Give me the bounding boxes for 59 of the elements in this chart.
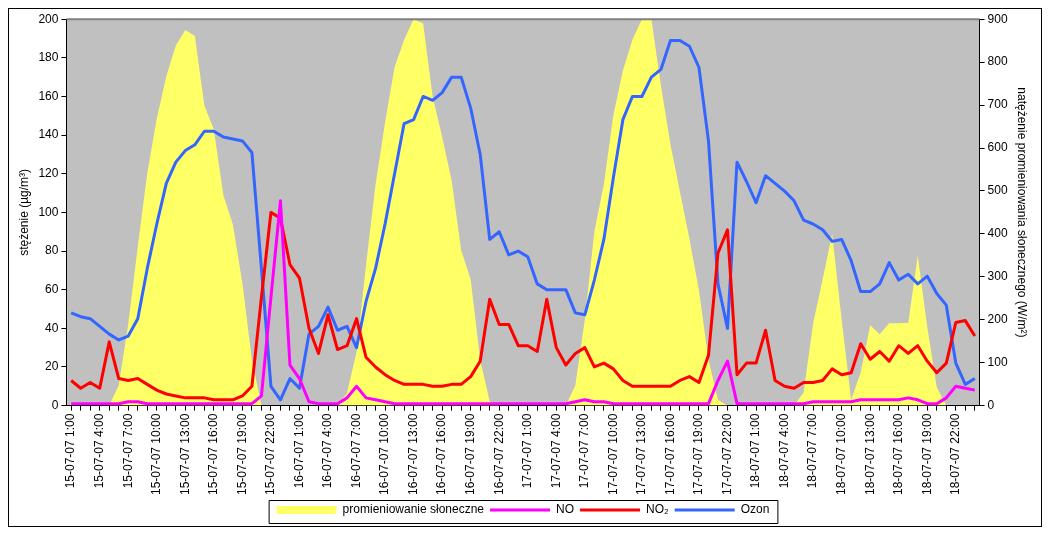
x-tick-label: 16-07-07 16:00 — [434, 413, 449, 496]
x-tick-label: 18-07-07 19:00 — [919, 413, 934, 496]
legend-label: Ozon — [740, 502, 770, 517]
y-tick-label: 20 — [45, 359, 59, 374]
y2-tick-label: 200 — [987, 312, 1008, 327]
x-tick-label: 18-07-07 7:00 — [805, 413, 820, 489]
x-tick-label: 18-07-07 1:00 — [748, 413, 763, 489]
x-tick-label: 18-07-07 10:00 — [833, 413, 848, 496]
y-tick-label: 180 — [38, 50, 59, 65]
x-tick-label: 17-07-07 10:00 — [605, 413, 620, 496]
y2-tick-label: 300 — [987, 269, 1008, 284]
x-tick-label: 16-07-07 7:00 — [348, 413, 363, 489]
y2-tick-label: 0 — [987, 397, 995, 412]
y2-axis-title: natężenie promieniowania słonecznego (W/m²) — [1015, 87, 1030, 338]
y-tick-label: 80 — [45, 243, 59, 258]
x-tick-label: 15-07-07 1:00 — [63, 413, 78, 489]
x-tick-label: 17-07-07 4:00 — [548, 413, 563, 489]
legend-label: NO₂ — [646, 502, 670, 517]
y2-tick-label: 600 — [987, 140, 1008, 155]
y-tick-label: 40 — [45, 320, 59, 335]
y2-tick-label: 400 — [987, 226, 1008, 241]
legend-label: NO — [556, 502, 575, 517]
x-tick-label: 15-07-07 4:00 — [92, 413, 107, 489]
x-tick-label: 16-07-07 10:00 — [377, 413, 392, 496]
x-tick-label: 15-07-07 13:00 — [177, 413, 192, 496]
x-tick-label: 18-07-07 16:00 — [891, 413, 906, 496]
x-tick-label: 18-07-07 4:00 — [776, 413, 791, 489]
x-tick-label: 15-07-07 7:00 — [120, 413, 135, 489]
x-tick-label: 18-07-07 13:00 — [862, 413, 877, 496]
y-tick-label: 0 — [51, 397, 59, 412]
y2-tick-label: 700 — [987, 97, 1008, 112]
y2-tick-label: 100 — [987, 354, 1008, 369]
x-tick-label: 15-07-07 19:00 — [234, 413, 249, 496]
x-tick-label: 15-07-07 10:00 — [149, 413, 164, 496]
x-tick-label: 16-07-07 4:00 — [320, 413, 335, 489]
x-tick-label: 17-07-07 7:00 — [577, 413, 592, 489]
y-axis-title: stężenie (µg/m³) — [16, 168, 31, 256]
y-tick-label: 200 — [38, 11, 59, 26]
x-tick-label: 17-07-07 22:00 — [719, 413, 734, 496]
y-tick-label: 160 — [38, 88, 59, 103]
y-tick-label: 120 — [38, 166, 59, 181]
x-tick-label: 16-07-07 19:00 — [463, 413, 477, 496]
y-tick-label: 140 — [38, 127, 59, 142]
x-tick-label: 15-07-07 22:00 — [263, 413, 278, 496]
x-tick-label: 17-07-07 1:00 — [520, 413, 535, 489]
x-tick-label: 16-07-07 13:00 — [405, 413, 420, 496]
y-tick-label: 100 — [38, 204, 59, 219]
x-tick-label: 16-07-07 1:00 — [291, 413, 306, 489]
y2-tick-label: 500 — [987, 183, 1008, 198]
y-tick-label: 60 — [45, 281, 59, 296]
y2-tick-label: 900 — [987, 11, 1008, 26]
x-tick-label: 17-07-07 16:00 — [662, 413, 677, 496]
x-tick-label: 15-07-07 16:00 — [206, 413, 221, 496]
y2-tick-label: 800 — [987, 54, 1008, 69]
x-tick-label: 17-07-07 19:00 — [691, 413, 706, 496]
x-tick-label: 16-07-07 22:00 — [491, 413, 506, 496]
x-tick-label: 17-07-07 13:00 — [634, 413, 649, 496]
x-tick-label: 18-07-07 22:00 — [948, 413, 963, 496]
legend-label: promieniowanie słoneczne — [342, 502, 485, 517]
